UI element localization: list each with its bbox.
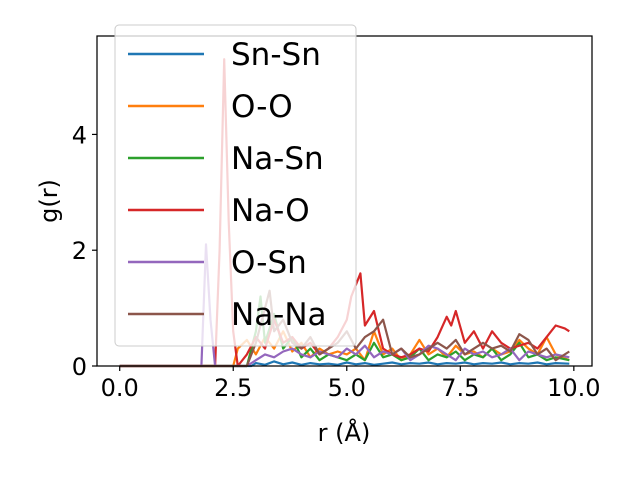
series-line-na-sn <box>119 295 570 368</box>
legend-entry: Na-Sn <box>128 141 324 177</box>
legend-entry: Sn-Sn <box>128 37 321 73</box>
legend-label: Sn-Sn <box>231 37 321 73</box>
legend-entry: Na-O <box>128 193 310 229</box>
legend-entry: Na-Na <box>128 297 327 333</box>
y-tick-label: 4 <box>72 121 87 149</box>
y-axis-label: g(r) <box>35 179 63 223</box>
legend-entry: O-Sn <box>128 245 307 281</box>
x-axis-label: r (Å) <box>318 418 371 447</box>
series-line-sn-sn <box>119 360 570 368</box>
y-tick-label: 2 <box>72 237 87 265</box>
legend-label: O-O <box>231 89 293 125</box>
x-tick-label: 0.0 <box>101 374 139 402</box>
legend-label: Na-O <box>231 193 310 229</box>
x-tick-label: 7.5 <box>441 374 479 402</box>
x-tick-label: 5.0 <box>328 374 366 402</box>
legend-label: O-Sn <box>231 245 307 281</box>
legend-label: Na-Na <box>231 297 327 333</box>
legend: Sn-Sn O-O Na-Sn Na-O O-Sn Na-Na <box>114 24 357 347</box>
x-tick-label: 10.0 <box>547 374 600 402</box>
x-tick-label: 2.5 <box>214 374 252 402</box>
ticks-layer: 0.0 2.5 5.0 7.5 10.0 0 2 4 <box>72 121 601 402</box>
legend-entry: O-O <box>128 89 293 125</box>
legend-items: Sn-Sn O-O Na-Sn Na-O O-Sn Na-Na <box>128 37 327 333</box>
y-tick-label: 0 <box>72 353 87 381</box>
legend-label: Na-Sn <box>231 141 324 177</box>
